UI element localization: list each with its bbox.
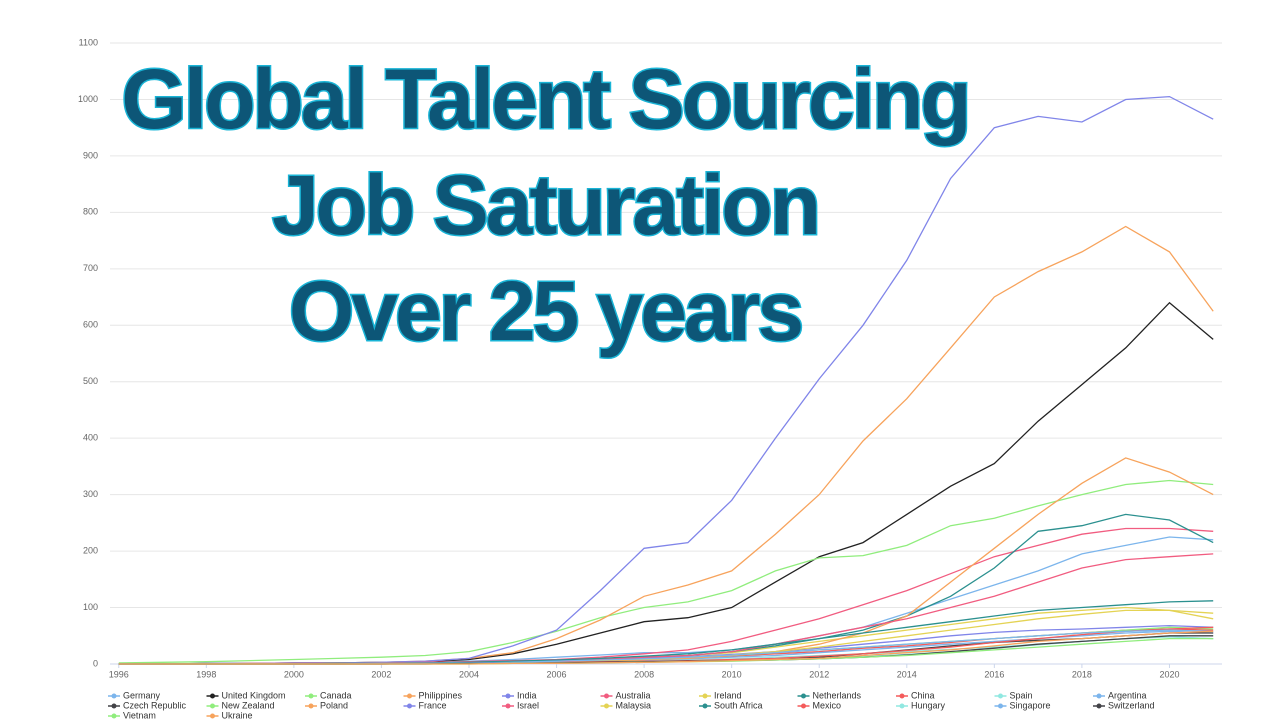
grid: 0 100 200 300 400 500 600 700 800 900 1000 1100 1996… bbox=[78, 37, 1222, 679]
x-tick-label: 2010 bbox=[722, 669, 742, 679]
legend-label: Singapore bbox=[1010, 700, 1051, 710]
x-tick-label: 1998 bbox=[196, 669, 216, 679]
legend-marker bbox=[210, 713, 215, 719]
legend-marker bbox=[111, 693, 117, 699]
y-tick-label: 700 bbox=[83, 263, 98, 273]
x-tick-label: 2004 bbox=[459, 669, 479, 679]
legend-marker bbox=[210, 693, 215, 699]
x-tick-label: 2016 bbox=[984, 669, 1004, 679]
legend-label: Mexico bbox=[813, 700, 842, 710]
y-tick-label: 100 bbox=[83, 602, 98, 612]
legend-label: India bbox=[517, 690, 537, 700]
title-overlay: Global Talent Sourcing Job Saturation Over… bbox=[120, 51, 973, 360]
overlay-title: Global Talent Sourcing bbox=[121, 52, 968, 146]
legend-label: China bbox=[911, 690, 935, 700]
legend-marker bbox=[702, 703, 708, 709]
y-tick-label: 200 bbox=[83, 545, 98, 555]
x-tick-label: 2018 bbox=[1072, 669, 1092, 679]
series-line bbox=[118, 536, 1214, 665]
lines bbox=[118, 95, 1214, 665]
legend-marker bbox=[801, 693, 806, 699]
legend-marker bbox=[505, 703, 511, 709]
x-tick-label: 2014 bbox=[897, 669, 917, 679]
legend-label: Netherlands bbox=[813, 690, 862, 700]
y-tick-label: 800 bbox=[83, 207, 98, 217]
legend-marker bbox=[308, 693, 314, 699]
legend-marker bbox=[604, 703, 609, 709]
y-tick-label: 600 bbox=[83, 320, 98, 330]
legend-marker bbox=[899, 693, 905, 699]
y-tick-label: 900 bbox=[83, 150, 98, 160]
legend-marker bbox=[1096, 703, 1102, 709]
x-tick-label: 2006 bbox=[547, 669, 567, 679]
x-tick-label: 1996 bbox=[109, 669, 129, 679]
x-tick-label: 2002 bbox=[371, 669, 391, 679]
legend-label: Israel bbox=[517, 700, 539, 710]
legend-label: Ireland bbox=[714, 690, 742, 700]
legend-label: Ukraine bbox=[222, 710, 253, 720]
legend-label: Australia bbox=[616, 690, 651, 700]
legend-marker bbox=[407, 693, 412, 699]
legend-label: New Zealand bbox=[222, 700, 275, 710]
legend-marker bbox=[899, 703, 905, 709]
legend-label: Spain bbox=[1010, 690, 1033, 700]
legend-label: Poland bbox=[320, 700, 348, 710]
legend-marker bbox=[604, 693, 609, 699]
x-tick-label: 2008 bbox=[634, 669, 654, 679]
x-tick-label: 2020 bbox=[1159, 669, 1179, 679]
x-tick-label: 2012 bbox=[809, 669, 829, 679]
series-line bbox=[118, 479, 1214, 664]
legend-label: Hungary bbox=[911, 700, 946, 710]
legend-marker bbox=[702, 693, 708, 699]
overlay-title: Over 25 years bbox=[289, 264, 801, 358]
legend-marker bbox=[407, 703, 412, 709]
legend-label: Vietnam bbox=[123, 710, 156, 720]
series-line bbox=[118, 553, 1214, 665]
legend-label: Malaysia bbox=[616, 700, 652, 710]
x-tick-label: 2000 bbox=[284, 669, 304, 679]
overlay-title: Job Saturation bbox=[272, 158, 818, 252]
legend-marker bbox=[111, 713, 117, 719]
legend-label: Canada bbox=[320, 690, 352, 700]
legend-label: South Africa bbox=[714, 700, 763, 710]
y-tick-label: 400 bbox=[83, 433, 98, 443]
legend-label: Switzerland bbox=[1108, 700, 1155, 710]
series-line bbox=[118, 513, 1214, 665]
legend: Germany United Kingdom Canada Philippines In… bbox=[108, 690, 1155, 720]
legend-marker bbox=[505, 693, 511, 699]
legend-marker bbox=[801, 703, 806, 709]
legend-marker bbox=[1096, 693, 1102, 699]
legend-marker bbox=[998, 703, 1003, 709]
legend-marker bbox=[998, 693, 1003, 699]
y-tick-label: 0 bbox=[93, 658, 98, 668]
series-line bbox=[118, 600, 1214, 665]
legend-label: United Kingdom bbox=[222, 690, 286, 700]
legend-label: Czech Republic bbox=[123, 700, 187, 710]
y-tick-label: 300 bbox=[83, 489, 98, 499]
y-tick-label: 500 bbox=[83, 376, 98, 386]
legend-label: Argentina bbox=[1108, 690, 1147, 700]
series-line bbox=[118, 457, 1214, 665]
legend-marker bbox=[111, 703, 117, 709]
legend-marker bbox=[210, 703, 215, 709]
legend-label: Germany bbox=[123, 690, 161, 700]
legend-label: France bbox=[419, 700, 447, 710]
legend-label: Philippines bbox=[419, 690, 463, 700]
legend-marker bbox=[308, 703, 314, 709]
y-tick-label: 1100 bbox=[79, 37, 98, 47]
series-line bbox=[118, 630, 1214, 665]
y-tick-label: 1000 bbox=[78, 94, 98, 104]
